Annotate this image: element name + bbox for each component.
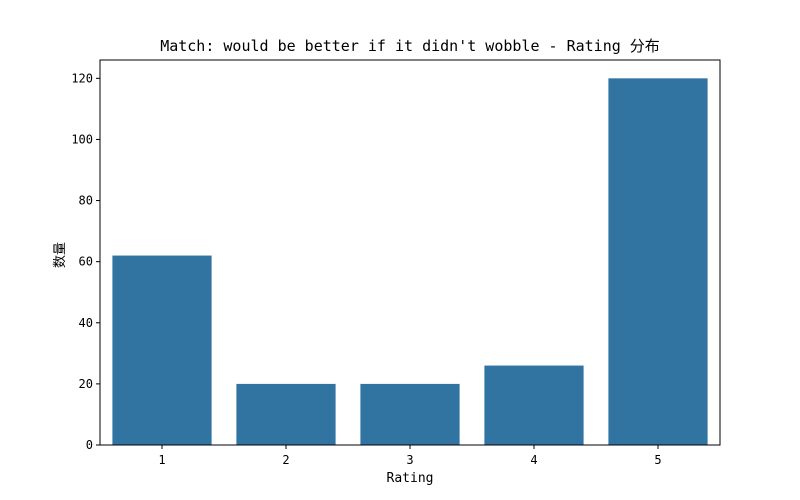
x-tick-label-1: 1 — [158, 453, 165, 467]
bar-rating-5 — [608, 78, 708, 445]
chart-title: Match: would be better if it didn't wobb… — [160, 37, 660, 55]
y-tick-label-60: 60 — [79, 255, 93, 269]
y-tick-label-40: 40 — [79, 316, 93, 330]
y-tick-label-20: 20 — [79, 377, 93, 391]
x-tick-label-3: 3 — [406, 453, 413, 467]
bar-rating-1 — [112, 255, 212, 445]
y-tick-label-100: 100 — [71, 132, 93, 146]
bar-rating-3 — [360, 383, 460, 445]
y-tick-label-0: 0 — [86, 438, 93, 452]
y-tick-label-120: 120 — [71, 71, 93, 85]
x-tick-label-2: 2 — [282, 453, 289, 467]
x-axis-label: Rating — [387, 471, 434, 486]
bar-rating-4 — [484, 365, 584, 445]
bar-rating-2 — [236, 383, 336, 445]
x-tick-label-5: 5 — [654, 453, 661, 467]
x-tick-label-4: 4 — [530, 453, 537, 467]
y-axis-label: 数量 — [53, 242, 68, 268]
bars-group — [112, 78, 708, 445]
x-axis: 1 2 3 4 5 — [158, 445, 662, 467]
y-axis: 0 20 40 60 80 100 120 — [71, 71, 100, 452]
y-tick-label-80: 80 — [79, 194, 93, 208]
plot-frame — [99, 59, 721, 446]
